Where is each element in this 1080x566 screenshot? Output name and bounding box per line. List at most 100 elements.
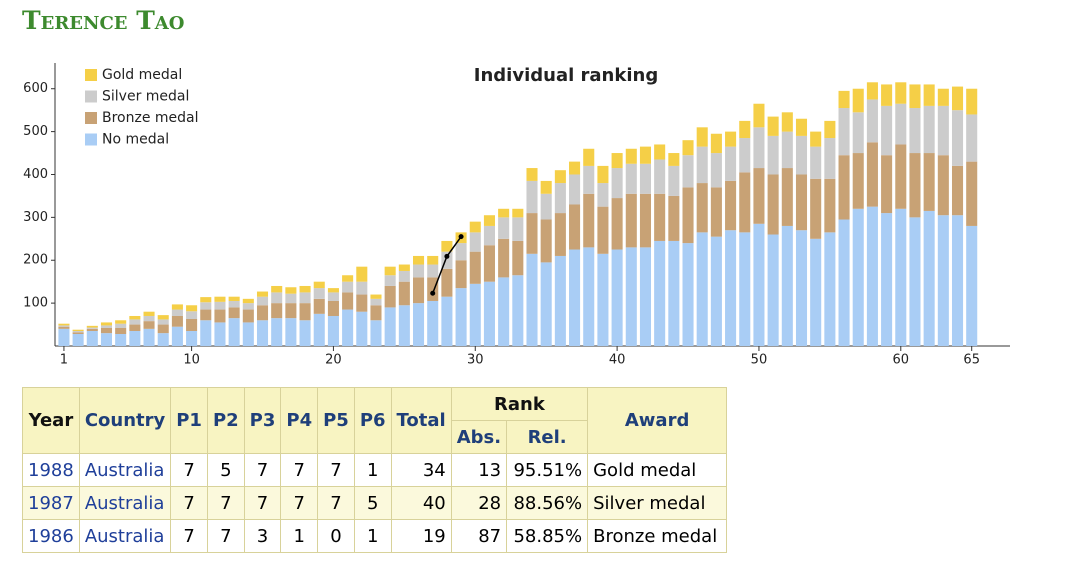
bar-segment <box>256 296 269 306</box>
bar-segment <box>810 146 822 179</box>
bar-segment <box>810 238 822 346</box>
bar-segment <box>824 120 836 139</box>
bar-segment <box>398 264 410 271</box>
bar-segment <box>157 324 169 334</box>
bar-segment <box>866 206 878 346</box>
bar-segment <box>171 326 183 346</box>
bar-segment <box>951 215 964 346</box>
bar-segment <box>384 307 396 346</box>
bar-segment <box>710 153 722 188</box>
bar-segment <box>526 253 538 346</box>
table-cell[interactable]: 1986 <box>22 519 80 553</box>
bar-segment <box>370 294 382 299</box>
table-cell: 58.85% <box>506 519 589 553</box>
bar-segment <box>455 243 467 261</box>
bar-segment <box>256 291 269 297</box>
bar-segment <box>413 303 425 346</box>
bar-segment <box>115 333 127 346</box>
table-cell: 7 <box>317 486 355 520</box>
bar-segment <box>483 225 495 246</box>
bar-segment <box>753 223 765 346</box>
x-tick-label: 50 <box>751 353 768 368</box>
bar-segment <box>200 320 212 346</box>
bar-segment <box>143 311 155 316</box>
bar-segment <box>327 292 339 301</box>
bar-segment <box>852 208 864 346</box>
bar-segment <box>483 215 495 226</box>
table-cell: 0 <box>317 519 355 553</box>
bar-segment <box>597 183 609 207</box>
bar-segment <box>214 309 226 323</box>
table-cell[interactable]: Australia <box>78 453 172 487</box>
bar-segment <box>625 148 637 164</box>
header-cell: Year <box>22 387 80 454</box>
bar-segment <box>327 300 339 316</box>
table-row: 1988 Australia 7 5 7 7 7 1 34 13 95.51% Gold medal <box>22 453 728 487</box>
table-cell: 28 <box>450 486 508 520</box>
bar-segment <box>554 255 566 346</box>
bar-segment <box>72 330 84 333</box>
legend-label: No medal <box>102 132 169 148</box>
bar-segment <box>342 281 354 293</box>
bar-segment <box>540 193 552 220</box>
bar-segment <box>242 298 254 304</box>
bar-segment <box>115 320 127 324</box>
bar-segment <box>427 255 439 265</box>
bar-segment <box>384 285 396 308</box>
bar-segment <box>625 163 637 194</box>
bar-segment <box>668 195 680 241</box>
rank-point <box>444 253 450 259</box>
bar-segment <box>398 270 410 282</box>
bar-segment <box>554 183 566 214</box>
bar-segment <box>923 210 935 346</box>
bar-segment <box>356 281 368 295</box>
bar-segment <box>810 131 822 147</box>
bar-segment <box>583 165 595 194</box>
bar-segment <box>186 330 198 346</box>
bar-segment <box>767 116 779 136</box>
table-cell[interactable]: 1988 <box>22 453 80 487</box>
rank-point <box>458 234 464 240</box>
bar-segment <box>753 127 765 169</box>
bar-segment <box>427 277 439 301</box>
bar-segment <box>881 105 893 156</box>
bar-segment <box>384 275 396 286</box>
bar-segment <box>838 155 850 220</box>
bar-segment <box>696 232 708 346</box>
bar-segment <box>937 215 949 346</box>
bar-segment <box>100 333 113 346</box>
bar-segment <box>909 108 921 154</box>
bar-segment <box>157 319 169 325</box>
table-row: Year Country P1 P2 P3 P4 P5 P6 Total Rank Award <box>22 387 728 454</box>
bar-segment <box>228 300 240 308</box>
bar-segment <box>242 303 254 310</box>
bar-segment <box>951 86 964 111</box>
bar-segment <box>512 240 524 276</box>
bar-segment <box>58 326 70 329</box>
bar-segment <box>824 232 836 346</box>
bar-segment <box>86 328 98 331</box>
legend-swatch <box>85 90 97 103</box>
bar-segment <box>143 315 155 322</box>
chart-title: Individual ranking <box>474 65 658 86</box>
table-cell: 7 <box>243 453 282 487</box>
bar-segment <box>370 298 382 306</box>
page-title: Terence Tao <box>22 6 185 35</box>
bar-segment <box>852 112 864 154</box>
legend-swatch <box>85 69 97 81</box>
results-table: Year Country P1 P2 P3 P4 P5 P6 Total Rank Award Abs… <box>22 387 728 553</box>
bar-segment <box>895 208 907 346</box>
table-cell[interactable]: 1987 <box>22 486 80 520</box>
bar-segment <box>242 309 254 323</box>
header-cell: Total <box>390 387 452 454</box>
bar-segment <box>512 217 524 241</box>
table-cell: 1 <box>353 519 392 553</box>
table-cell: 7 <box>170 453 208 487</box>
bar-segment <box>228 318 240 346</box>
bar-segment <box>370 305 382 321</box>
header-cell: P6 <box>353 387 392 454</box>
header-cell: Abs. <box>450 420 508 454</box>
table-cell[interactable]: Australia <box>78 519 172 553</box>
bar-segment <box>795 135 808 175</box>
table-cell[interactable]: Australia <box>78 486 172 520</box>
